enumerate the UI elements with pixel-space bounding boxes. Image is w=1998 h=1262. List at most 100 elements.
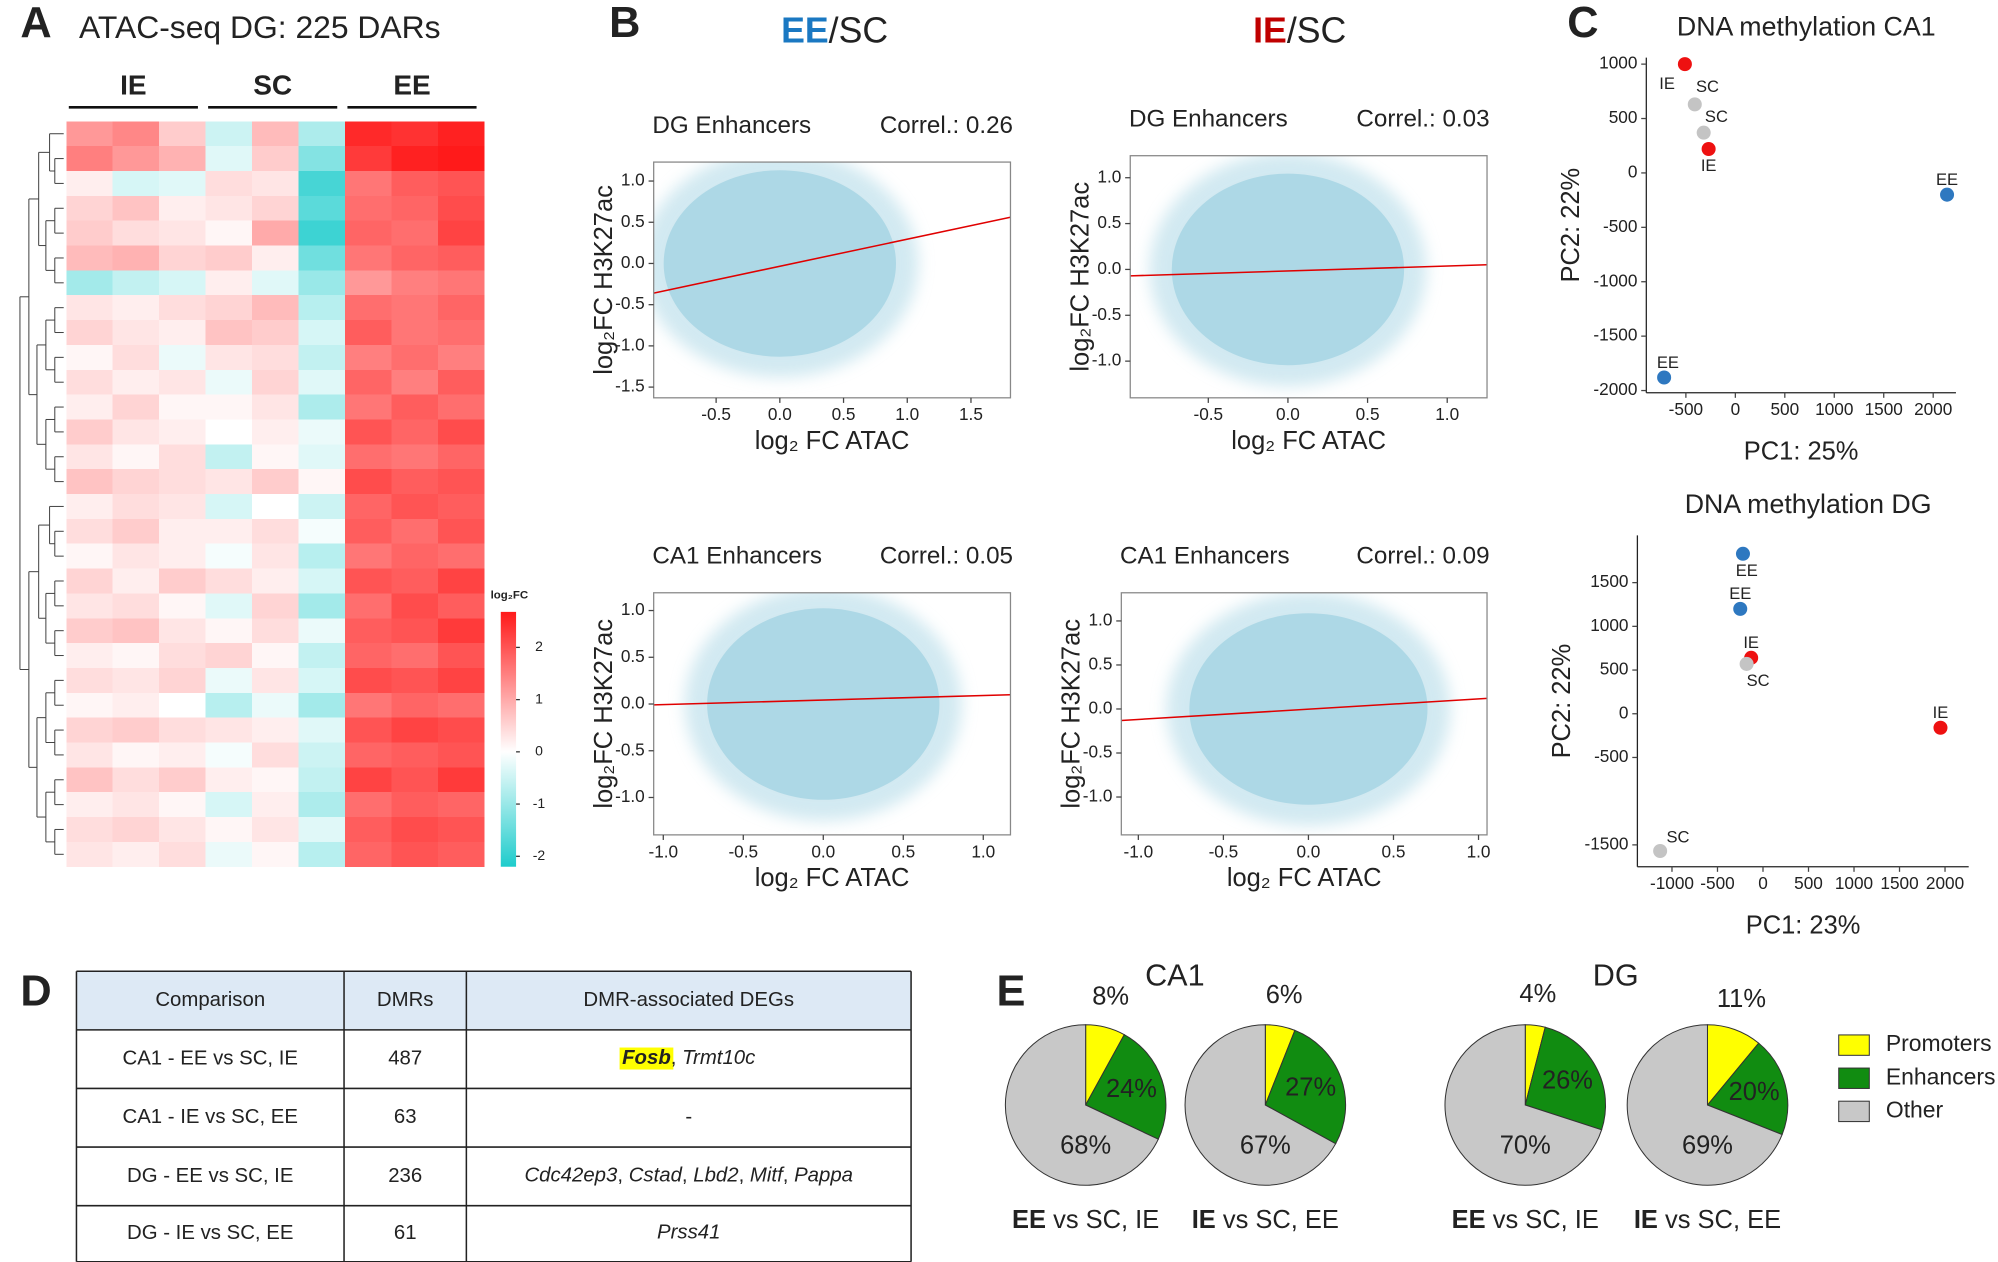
heatmap-cell <box>159 320 207 346</box>
y-axis-label: log₂FC H3K27ac <box>590 619 618 809</box>
heatmap-cell <box>205 692 253 719</box>
heatmap-cell <box>205 444 253 470</box>
heatmap-cell <box>252 667 299 694</box>
heatmap-cell <box>391 817 439 843</box>
pie-label: 4% <box>1519 980 1556 1008</box>
y-tick-label: -1.5 <box>615 376 645 396</box>
heatmap-cell <box>159 792 207 818</box>
heatmap-cell <box>66 444 114 470</box>
heatmap-cell <box>391 171 439 197</box>
y-tick-label: 0 <box>1619 702 1629 722</box>
y-tick-label: 0.0 <box>621 252 645 272</box>
x-tick-label: 0 <box>1758 873 1768 893</box>
heatmap-cell <box>112 320 160 346</box>
heatmap-cell <box>205 618 253 644</box>
heatmap-cell <box>159 394 207 420</box>
heatmap-cell <box>112 121 160 147</box>
heatmap-cell <box>112 146 160 172</box>
correlation: Correl.: 0.03 <box>1356 105 1489 132</box>
pie-slice <box>1524 1026 1606 1131</box>
x-tick-label: -1.0 <box>648 841 678 861</box>
heatmap-cell <box>344 419 392 445</box>
heatmap-cell <box>252 146 299 172</box>
heatmap-cell <box>252 841 299 868</box>
heatmap-cell <box>66 245 114 271</box>
x-tick-label: -0.5 <box>1193 404 1223 424</box>
pie-slice <box>1184 1024 1337 1186</box>
heatmap-cell <box>437 841 485 868</box>
heatmap-cell <box>66 146 114 172</box>
heatmap-cell <box>391 270 439 296</box>
heatmap-cell <box>298 692 346 719</box>
pie-slice <box>1706 1042 1789 1136</box>
group-label: EE <box>393 69 430 100</box>
heatmap-cell <box>66 717 114 744</box>
x-tick-label: 0.5 <box>1382 841 1406 861</box>
x-axis-label: log₂ FC ATAC <box>1227 864 1382 892</box>
pie-caption: IE vs SC, EE <box>1634 1206 1781 1234</box>
fit-line <box>1130 264 1488 277</box>
heatmap-cell <box>437 667 485 694</box>
heatmap-cell <box>159 270 207 296</box>
heatmap-cell <box>252 593 299 619</box>
heatmap-cell <box>66 667 114 694</box>
y-tick-label: -0.5 <box>615 293 645 313</box>
heatmap-cell <box>437 419 485 445</box>
y-tick-label: 1500 <box>1590 571 1628 591</box>
pie-caption: IE vs SC, EE <box>1192 1206 1339 1234</box>
heatmap-cell <box>112 394 160 420</box>
y-tick-label: 0.0 <box>621 693 645 713</box>
pie-caption: EE vs SC, IE <box>1012 1206 1159 1234</box>
heatmap-cell <box>437 295 485 321</box>
caption-part: EE <box>1012 1206 1046 1234</box>
y-tick-label: -2000 <box>1593 379 1637 399</box>
point <box>1933 720 1948 735</box>
heatmap-cell <box>159 344 207 371</box>
heatmap-cell <box>252 369 299 396</box>
point-label: SC <box>1666 828 1689 847</box>
heatmap-cell <box>159 767 207 793</box>
heatmap-cell <box>159 171 207 197</box>
heatmap-cell <box>298 494 346 520</box>
heatmap-cell <box>205 121 253 147</box>
y-tick-label: 1.0 <box>1089 609 1113 629</box>
table-header: DMR-associated DEGs <box>583 989 794 1011</box>
heatmap-cell <box>391 841 439 868</box>
pie-slice <box>1004 1024 1159 1186</box>
heatmap-cell <box>437 767 485 793</box>
y-axis-label: log₂FC H3K27ac <box>1058 619 1086 809</box>
heatmap-cell <box>391 667 439 694</box>
heatmap-cell <box>205 344 253 371</box>
header-part: IE <box>1253 11 1287 51</box>
heatmap-cell <box>66 767 114 793</box>
x-tick-label: 0.0 <box>1296 841 1320 861</box>
gene: , <box>739 1165 750 1187</box>
heatmap-cell <box>344 270 392 296</box>
heatmap-cell <box>391 568 439 594</box>
heatmap-cell <box>437 270 485 296</box>
table-header-bg <box>76 971 912 1030</box>
x-tick-label: -500 <box>1700 873 1734 893</box>
y-tick-label: 500 <box>1609 107 1638 127</box>
heatmap-cell <box>391 146 439 172</box>
x-tick-label: 1.0 <box>895 404 919 424</box>
table-cell: Prss41 <box>657 1222 720 1244</box>
heatmap-cell <box>344 841 392 868</box>
heatmap-cell <box>437 568 485 594</box>
heatmap-cell <box>159 146 207 172</box>
chart-title: DNA methylation DG <box>1685 489 1932 519</box>
heatmap-cell <box>391 419 439 445</box>
point <box>1739 656 1754 671</box>
heatmap-cell <box>112 742 160 768</box>
heatmap-cell <box>344 692 392 719</box>
heatmap-cell <box>66 220 114 247</box>
pie-label: 20% <box>1729 1078 1780 1106</box>
heatmap-cell <box>391 344 439 371</box>
heatmap-cell <box>298 121 346 147</box>
heatmap-cell <box>391 593 439 619</box>
heatmap-cell <box>344 394 392 420</box>
x-tick-label: 0 <box>1731 399 1741 419</box>
gene: Pappa <box>794 1165 853 1187</box>
x-tick-label: 1000 <box>1815 399 1853 419</box>
heatmap-cell <box>159 469 207 495</box>
